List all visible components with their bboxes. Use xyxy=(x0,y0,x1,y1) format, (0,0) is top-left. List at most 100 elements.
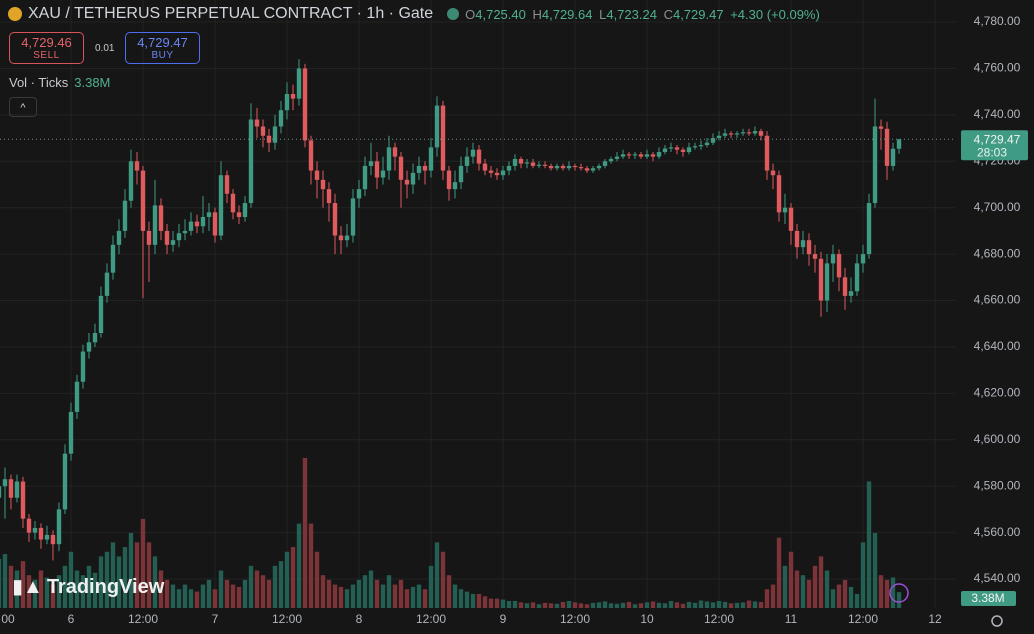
volume-bar xyxy=(182,584,188,608)
volume-bar xyxy=(8,565,14,608)
candle-body xyxy=(368,161,374,166)
candle-body xyxy=(884,128,890,166)
y-tick-label: 4,780.00 xyxy=(974,14,1021,28)
volume-bar xyxy=(290,547,296,608)
candle-body xyxy=(662,148,668,152)
volume-bar xyxy=(776,537,782,608)
volume-bar xyxy=(410,586,416,608)
candle-body xyxy=(302,68,308,141)
volume-bar xyxy=(626,601,632,608)
candle-body xyxy=(98,295,104,334)
candle-body xyxy=(116,230,122,245)
volume-bar xyxy=(824,570,830,608)
x-tick-label: 12 xyxy=(928,612,942,626)
buy-button[interactable]: 4,729.47 BUY xyxy=(125,32,200,64)
price-tag-countdown: 28:03 xyxy=(977,145,1007,159)
volume-bar xyxy=(704,601,710,608)
candle-body xyxy=(176,233,182,241)
volume-bar xyxy=(752,601,758,608)
sell-button[interactable]: 4,729.46 SELL xyxy=(9,32,84,64)
volume-bar xyxy=(368,570,374,608)
symbol-title[interactable]: XAU / TETHERUS PERPETUAL CONTRACT · 1h ·… xyxy=(28,5,434,22)
visibility-icon[interactable] xyxy=(447,8,460,20)
candle-body xyxy=(332,203,338,236)
volume-bar xyxy=(860,542,866,608)
candle-body xyxy=(386,147,392,171)
candle-body xyxy=(800,240,806,248)
candle-body xyxy=(590,168,596,171)
volume-bar xyxy=(74,570,80,608)
volume-bar xyxy=(170,584,176,608)
candle-body xyxy=(506,165,512,171)
candle-body xyxy=(422,165,428,171)
x-tick-label: 00 xyxy=(1,612,15,626)
volume-bar xyxy=(434,542,440,608)
volume-bar xyxy=(650,601,656,608)
candle-body xyxy=(596,165,602,169)
candle-body xyxy=(752,131,758,134)
candle-body xyxy=(518,158,524,164)
candle-body xyxy=(446,170,452,190)
candle-body xyxy=(80,351,86,382)
candle-body xyxy=(842,277,848,296)
candle-body xyxy=(440,105,446,171)
candle-body xyxy=(452,182,458,190)
price-tag-label: 4,729.47 xyxy=(974,132,1021,146)
volume-bar xyxy=(332,584,338,608)
candle-body xyxy=(404,179,410,185)
volume-bar xyxy=(794,570,800,608)
volume-bar xyxy=(806,579,812,608)
candle-body xyxy=(74,381,80,412)
candle-body xyxy=(494,172,500,176)
volume-bar xyxy=(788,551,794,608)
alert-icon xyxy=(889,583,909,603)
volume-bar xyxy=(572,602,578,608)
candle-body xyxy=(410,172,416,185)
volume-bar xyxy=(560,601,566,608)
y-tick-label: 4,620.00 xyxy=(974,386,1021,400)
candle-body xyxy=(338,235,344,241)
x-tick-label: 10 xyxy=(640,612,654,626)
volume-bar xyxy=(398,579,404,608)
volume-bar xyxy=(680,603,686,608)
volume-bar xyxy=(230,584,236,608)
volume-bar xyxy=(890,577,896,608)
volume-bar xyxy=(104,551,110,608)
volume-bar xyxy=(278,561,284,608)
volume-bar xyxy=(464,591,470,608)
candle-body xyxy=(62,453,68,510)
candle-body xyxy=(572,165,578,168)
candle-body xyxy=(710,138,716,143)
candle-body xyxy=(230,193,236,213)
x-tick-label: 6 xyxy=(68,612,75,626)
volume-bar xyxy=(458,589,464,608)
x-tick-label: 12:00 xyxy=(848,612,878,626)
candle-body xyxy=(794,230,800,248)
candle-body xyxy=(824,263,830,301)
ohlc-value: 4,729.64 xyxy=(541,6,593,22)
volume-bar xyxy=(158,570,164,608)
volume-bar xyxy=(818,556,824,608)
candle-body xyxy=(482,163,488,171)
volume-bar xyxy=(302,458,308,608)
volume-bar xyxy=(20,561,26,608)
candle-body xyxy=(722,133,728,136)
candle-body xyxy=(872,126,878,204)
volume-bar xyxy=(734,602,740,608)
volume-bar xyxy=(404,589,410,608)
ohlc-value: 4,723.24 xyxy=(606,6,657,22)
x-tick-label: 11 xyxy=(785,612,798,626)
candle-body xyxy=(716,135,722,139)
candle-body xyxy=(8,479,14,498)
candle-body xyxy=(554,165,560,169)
volume-tag xyxy=(961,591,1016,606)
candle-body xyxy=(140,170,146,231)
volume-bar xyxy=(98,556,104,608)
candle-body xyxy=(236,212,242,217)
candle-body xyxy=(170,240,176,245)
collapse-button[interactable]: ^ xyxy=(9,97,37,117)
candle-body xyxy=(890,148,896,166)
volume-bar xyxy=(764,589,770,608)
volume-bar xyxy=(38,570,44,608)
volume-bar xyxy=(68,551,74,608)
